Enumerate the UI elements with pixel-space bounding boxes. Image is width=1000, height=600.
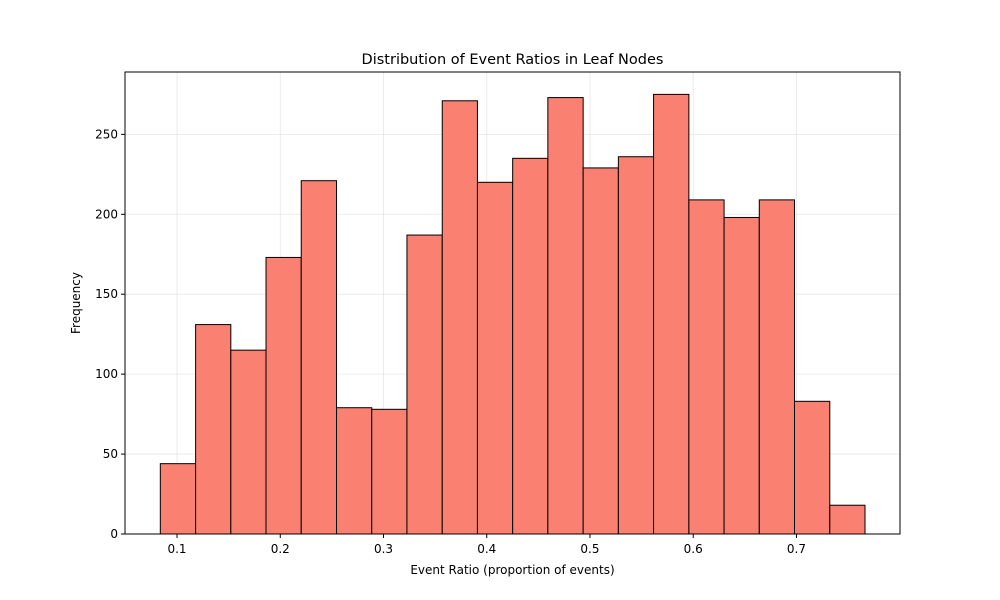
histogram-bar xyxy=(476,181,514,535)
histogram-bar xyxy=(547,97,584,535)
histogram-bar xyxy=(230,349,267,535)
axes-layer xyxy=(124,71,901,535)
y-tick-label: 200 xyxy=(95,207,118,221)
x-tick-label: 0.3 xyxy=(374,542,393,556)
x-tick-label: 0.5 xyxy=(580,542,599,556)
histogram-bar xyxy=(829,504,866,535)
y-tick-label: 50 xyxy=(103,447,118,461)
histogram-bar xyxy=(512,157,549,535)
x-tick-label: 0.2 xyxy=(271,542,290,556)
histogram-bar xyxy=(617,156,655,535)
y-axis-label: Frequency xyxy=(69,272,83,334)
bars-layer xyxy=(159,93,866,535)
histogram-bar xyxy=(195,324,232,535)
histogram-bar xyxy=(441,100,478,535)
histogram-bar xyxy=(371,408,408,535)
histogram-bar xyxy=(688,199,725,535)
histogram-bar xyxy=(300,180,338,535)
x-tick-label: 0.1 xyxy=(167,542,186,556)
x-tick-label: 0.6 xyxy=(684,542,703,556)
x-tick-label: 0.4 xyxy=(477,542,496,556)
x-axis-label: Event Ratio (proportion of events) xyxy=(410,563,614,577)
histogram-bar xyxy=(582,167,619,535)
histogram-bar xyxy=(758,199,795,535)
histogram-bar xyxy=(336,407,373,535)
y-tick-label: 100 xyxy=(95,367,118,381)
y-tick-label: 250 xyxy=(95,127,118,141)
y-tick-label: 150 xyxy=(95,287,118,301)
histogram-bar xyxy=(159,463,197,535)
histogram-bar xyxy=(793,400,831,535)
histogram-bar xyxy=(723,216,760,535)
ticks-layer: 0.1 0.2 0.3 0.4 0.5 0.6 0.7 0 50 100 150 200 250 xyxy=(95,127,806,556)
x-tick-label: 0.7 xyxy=(787,542,806,556)
histogram-bar xyxy=(265,256,302,535)
y-tick-label: 0 xyxy=(110,527,118,541)
histogram-bar xyxy=(406,234,443,535)
plot-frame xyxy=(124,71,901,535)
chart-title: Distribution of Event Ratios in Leaf Nod… xyxy=(362,52,664,68)
histogram-bar xyxy=(653,93,690,535)
